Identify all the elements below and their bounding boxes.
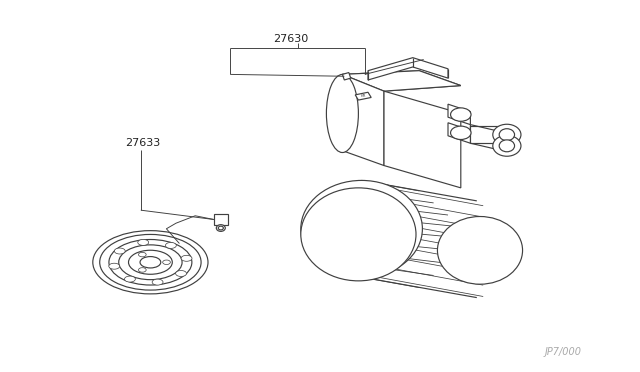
- Polygon shape: [368, 58, 448, 80]
- Polygon shape: [384, 91, 461, 188]
- Ellipse shape: [118, 245, 182, 280]
- Polygon shape: [355, 92, 371, 100]
- Ellipse shape: [218, 226, 223, 230]
- Ellipse shape: [138, 240, 148, 246]
- Ellipse shape: [175, 270, 186, 276]
- Polygon shape: [342, 73, 351, 80]
- Ellipse shape: [138, 268, 146, 272]
- Ellipse shape: [216, 225, 225, 231]
- Ellipse shape: [181, 255, 192, 261]
- Ellipse shape: [109, 263, 120, 269]
- Ellipse shape: [166, 243, 177, 248]
- Ellipse shape: [93, 231, 208, 294]
- Ellipse shape: [438, 217, 522, 284]
- Ellipse shape: [301, 180, 422, 277]
- Ellipse shape: [138, 252, 146, 257]
- Ellipse shape: [115, 248, 125, 254]
- Polygon shape: [342, 74, 384, 166]
- Ellipse shape: [326, 74, 358, 153]
- Polygon shape: [342, 71, 461, 91]
- Ellipse shape: [499, 140, 515, 152]
- Ellipse shape: [129, 250, 172, 274]
- Text: 27633: 27633: [125, 138, 160, 148]
- Polygon shape: [448, 104, 470, 125]
- Ellipse shape: [499, 129, 515, 141]
- Text: 27630: 27630: [273, 34, 309, 44]
- Ellipse shape: [140, 257, 161, 268]
- Ellipse shape: [451, 126, 471, 140]
- Text: KR: KR: [361, 94, 366, 98]
- Ellipse shape: [163, 260, 170, 264]
- Ellipse shape: [124, 276, 135, 282]
- Text: JP7/000: JP7/000: [545, 347, 582, 356]
- Ellipse shape: [100, 234, 201, 290]
- Ellipse shape: [493, 135, 521, 156]
- Polygon shape: [448, 123, 470, 143]
- Ellipse shape: [451, 108, 471, 121]
- Ellipse shape: [493, 124, 521, 145]
- Polygon shape: [214, 214, 228, 225]
- Ellipse shape: [109, 240, 192, 285]
- Ellipse shape: [301, 188, 416, 281]
- Ellipse shape: [152, 279, 163, 285]
- Polygon shape: [470, 125, 512, 151]
- Polygon shape: [342, 71, 461, 91]
